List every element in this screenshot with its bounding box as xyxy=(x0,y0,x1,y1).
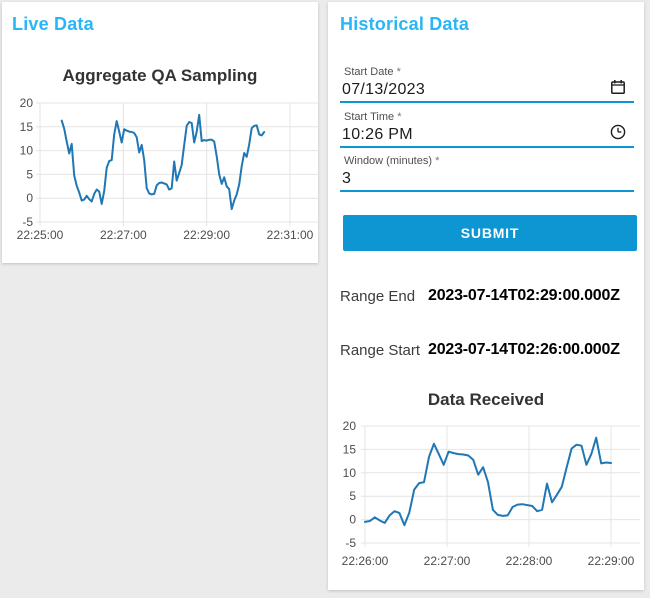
range-end-value: 2023-07-14T02:29:00.000Z xyxy=(428,287,620,304)
svg-text:0: 0 xyxy=(349,513,356,527)
range-start-value: 2023-07-14T02:26:00.000Z xyxy=(428,341,620,358)
start-time-label: Start Time * xyxy=(344,111,402,123)
historical-data-card: Historical Data Start Date * 07/13/2023 … xyxy=(328,2,644,590)
submit-button[interactable]: SUBMIT xyxy=(343,215,637,251)
svg-text:-5: -5 xyxy=(22,215,33,229)
svg-text:22:29:00: 22:29:00 xyxy=(588,554,635,568)
svg-text:22:28:00: 22:28:00 xyxy=(506,554,553,568)
svg-text:22:29:00: 22:29:00 xyxy=(183,228,230,242)
live-data-heading: Live Data xyxy=(12,14,94,34)
start-date-field: Start Date * 07/13/2023 xyxy=(340,66,634,106)
svg-text:5: 5 xyxy=(349,489,356,503)
start-date-underline xyxy=(340,101,634,103)
svg-text:20: 20 xyxy=(20,96,34,110)
svg-text:22:31:00: 22:31:00 xyxy=(267,228,314,242)
svg-text:15: 15 xyxy=(343,442,357,456)
svg-text:15: 15 xyxy=(20,120,34,134)
window-minutes-label: Window (minutes) * xyxy=(344,155,440,167)
svg-text:22:25:00: 22:25:00 xyxy=(17,228,64,242)
svg-text:10: 10 xyxy=(343,466,357,480)
received-chart: -5 0 5 10 15 20 22:26:00 22:27:00 22:28:00 22:29:… xyxy=(342,419,640,568)
window-minutes-input[interactable]: 3 xyxy=(342,170,352,187)
svg-text:10: 10 xyxy=(20,144,34,158)
calendar-icon[interactable] xyxy=(610,79,626,95)
start-date-label: Start Date * xyxy=(344,66,401,78)
svg-text:5: 5 xyxy=(26,167,33,181)
clock-icon[interactable] xyxy=(610,124,626,140)
historical-data-heading: Historical Data xyxy=(340,14,470,34)
range-start-label: Range Start xyxy=(340,342,421,359)
live-data-card: Live Data Aggregate QA Sampling -5 0 5 10 15… xyxy=(2,2,318,263)
svg-text:22:27:00: 22:27:00 xyxy=(424,554,471,568)
live-chart: -5 0 5 10 15 20 22:25:00 22:27:00 22:29:00 22:31:… xyxy=(17,96,318,242)
received-chart-title: Data Received xyxy=(427,390,545,409)
start-time-underline xyxy=(340,146,634,148)
svg-text:-5: -5 xyxy=(345,536,356,550)
svg-text:22:26:00: 22:26:00 xyxy=(342,554,389,568)
start-date-input[interactable]: 07/13/2023 xyxy=(342,81,426,98)
window-minutes-underline xyxy=(340,190,634,192)
live-chart-title: Aggregate QA Sampling xyxy=(62,66,258,85)
svg-text:22:27:00: 22:27:00 xyxy=(100,228,147,242)
start-time-field: Start Time * 10:26 PM xyxy=(340,111,634,151)
svg-text:20: 20 xyxy=(343,419,357,433)
range-end-label: Range End xyxy=(340,288,416,305)
svg-text:0: 0 xyxy=(26,191,33,205)
start-time-input[interactable]: 10:26 PM xyxy=(342,126,413,143)
window-minutes-field: Window (minutes) * 3 xyxy=(340,155,634,195)
